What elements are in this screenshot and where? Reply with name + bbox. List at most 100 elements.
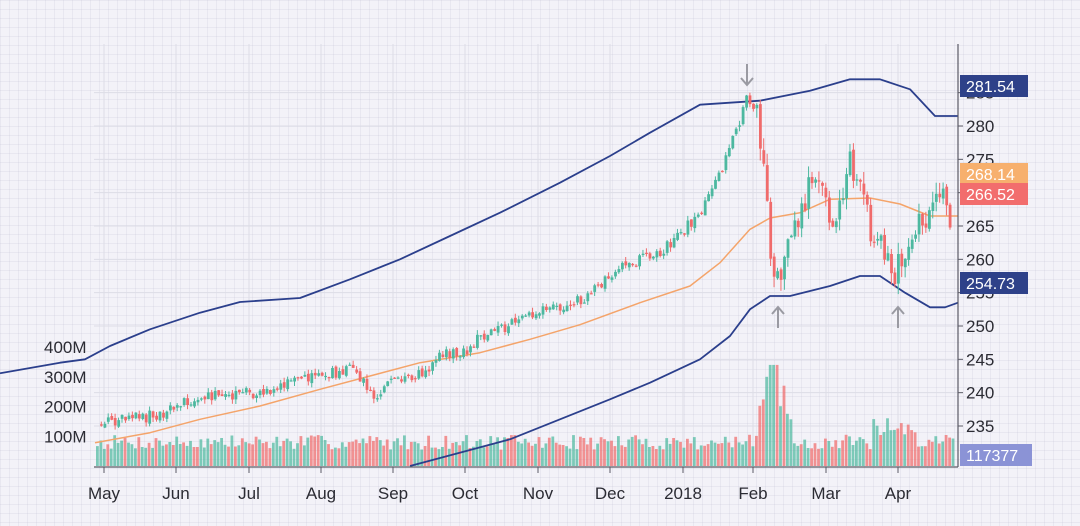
candle-down bbox=[900, 248, 904, 278]
candle-down bbox=[172, 406, 176, 413]
volume-bar bbox=[182, 442, 185, 466]
time-tick-label: Jul bbox=[238, 484, 260, 503]
candle-body bbox=[507, 326, 510, 334]
candle-up bbox=[907, 238, 911, 266]
candle-body bbox=[293, 377, 296, 382]
candle-body bbox=[538, 313, 541, 316]
candle-down bbox=[579, 295, 583, 309]
candle-body bbox=[838, 200, 842, 220]
candle-body bbox=[603, 276, 607, 289]
candle-up bbox=[434, 355, 438, 367]
candle-body bbox=[948, 204, 952, 228]
candle-up bbox=[317, 369, 321, 377]
candle-body bbox=[790, 235, 793, 238]
volume-bar bbox=[127, 442, 130, 466]
candle-body bbox=[113, 418, 117, 426]
volume-bar bbox=[917, 446, 920, 466]
volume-bar bbox=[413, 441, 417, 466]
volume-bar bbox=[820, 448, 824, 466]
candle-down bbox=[217, 390, 221, 397]
volume-bar bbox=[292, 448, 296, 466]
volume-bar bbox=[472, 446, 475, 466]
volume-bar bbox=[192, 447, 196, 466]
volume-bar bbox=[354, 439, 358, 466]
volume-bar bbox=[258, 439, 261, 466]
candle-body bbox=[265, 388, 269, 394]
candle-up bbox=[403, 372, 407, 384]
candle-body bbox=[545, 306, 548, 310]
volume-bar bbox=[899, 423, 903, 466]
volume-bar bbox=[375, 437, 379, 466]
candle-up bbox=[227, 391, 231, 398]
candle-up bbox=[417, 366, 421, 380]
candle-up bbox=[910, 234, 914, 254]
candle-down bbox=[821, 181, 824, 196]
volume-bar bbox=[278, 446, 282, 466]
volume-bar bbox=[748, 434, 751, 466]
candle-down bbox=[890, 249, 893, 285]
candle-body bbox=[745, 95, 748, 108]
candle-body bbox=[607, 276, 610, 279]
volume-bar bbox=[458, 445, 461, 466]
candle-body bbox=[669, 242, 673, 248]
volume-bar bbox=[175, 436, 179, 466]
candle-body bbox=[317, 373, 321, 376]
candle-up bbox=[897, 242, 900, 295]
time-tick-label: Apr bbox=[885, 484, 912, 503]
candle-body bbox=[579, 296, 583, 305]
volume-bar bbox=[130, 444, 134, 466]
candle-down bbox=[690, 219, 693, 231]
volume-bar bbox=[403, 435, 406, 466]
candle-up bbox=[621, 261, 624, 273]
volume-bar bbox=[199, 439, 203, 466]
volume-bar bbox=[889, 430, 893, 466]
volume-bar bbox=[630, 436, 634, 466]
candle-body bbox=[476, 334, 479, 348]
candle-body bbox=[196, 399, 200, 403]
candle-up bbox=[593, 283, 597, 296]
volume-bars bbox=[96, 364, 955, 467]
volume-bar bbox=[930, 441, 934, 466]
volume-tick-label: 100M bbox=[44, 427, 87, 446]
volume-bar bbox=[654, 449, 658, 466]
candle-down bbox=[137, 410, 141, 422]
candle-down bbox=[144, 413, 148, 427]
candle-up bbox=[424, 365, 428, 379]
candle-down bbox=[796, 218, 800, 237]
candle-body bbox=[372, 390, 376, 399]
volume-bar bbox=[855, 440, 858, 466]
candle-down bbox=[393, 377, 396, 379]
candle-body bbox=[241, 392, 245, 394]
candle-body bbox=[434, 360, 438, 363]
candle-body bbox=[848, 151, 852, 176]
volume-bar bbox=[937, 443, 941, 466]
candle-up bbox=[941, 182, 945, 205]
candle-down bbox=[482, 330, 486, 343]
candle-down bbox=[282, 377, 286, 392]
volume-bar bbox=[189, 440, 192, 466]
candle-body bbox=[100, 424, 103, 426]
candle-body bbox=[876, 238, 880, 241]
volume-bar bbox=[720, 443, 724, 466]
volume-bar bbox=[361, 438, 365, 466]
candle-body bbox=[551, 304, 555, 310]
candle-body bbox=[351, 364, 355, 368]
volume-bar bbox=[872, 419, 876, 466]
volume-bar bbox=[893, 429, 896, 466]
candle-down bbox=[262, 384, 265, 398]
volume-bar bbox=[113, 435, 117, 466]
volume-bar bbox=[216, 442, 220, 466]
volume-bar bbox=[568, 448, 572, 466]
candle-body bbox=[496, 326, 500, 333]
candle-body bbox=[438, 352, 441, 361]
candle-down bbox=[320, 371, 324, 377]
candle-body bbox=[786, 239, 790, 258]
volume-bar bbox=[506, 438, 510, 466]
candle-body bbox=[824, 187, 828, 198]
candle-down bbox=[341, 365, 345, 375]
candle-down bbox=[203, 395, 207, 404]
candle-body bbox=[641, 253, 645, 255]
candle-up bbox=[200, 397, 203, 402]
candle-body bbox=[386, 381, 390, 387]
candle-down bbox=[869, 198, 873, 247]
